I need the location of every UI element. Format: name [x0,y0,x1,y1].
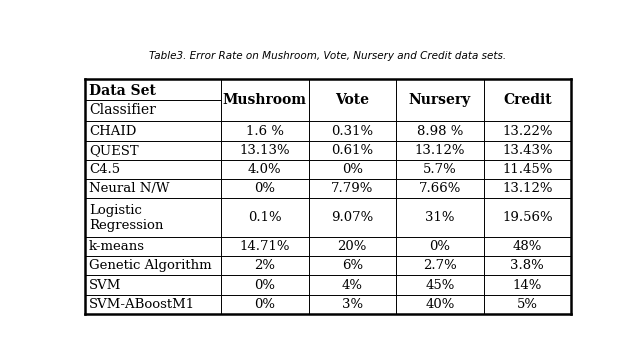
Text: 2%: 2% [254,259,275,272]
Text: 13.13%: 13.13% [239,144,290,157]
Text: Neural N/W: Neural N/W [89,182,170,195]
Text: 45%: 45% [425,279,454,292]
Text: 0%: 0% [342,163,363,176]
Bar [308,141,396,160]
Bar [484,141,571,160]
Text: Nursery: Nursery [409,93,471,107]
Bar [221,275,308,295]
Text: 0%: 0% [254,298,275,311]
Bar [396,275,484,295]
Bar [484,275,571,295]
Text: 0.61%: 0.61% [332,144,373,157]
Text: 31%: 31% [425,211,454,224]
Text: 4.0%: 4.0% [248,163,282,176]
Text: 2.7%: 2.7% [423,259,457,272]
Bar [396,179,484,199]
Bar [221,121,308,141]
Text: 0.31%: 0.31% [332,125,373,137]
Bar [308,121,396,141]
Bar [484,179,571,199]
Bar [396,295,484,314]
Text: 19.56%: 19.56% [502,211,552,224]
Bar [308,256,396,275]
Bar [85,160,221,179]
Text: 48%: 48% [513,240,542,253]
Bar [308,237,396,256]
Bar [85,295,221,314]
Text: 7.66%: 7.66% [419,182,461,195]
Text: C4.5: C4.5 [89,163,120,176]
Text: 20%: 20% [338,240,367,253]
Text: Credit: Credit [503,93,552,107]
Text: 13.43%: 13.43% [502,144,552,157]
Text: 0.1%: 0.1% [248,211,282,224]
Text: Classifier: Classifier [89,103,156,117]
Text: QUEST: QUEST [89,144,138,157]
Bar [85,179,221,199]
Bar [221,256,308,275]
Text: 5.7%: 5.7% [423,163,457,176]
Text: 13.12%: 13.12% [415,144,465,157]
Bar [484,121,571,141]
Bar [396,141,484,160]
Text: 1.6 %: 1.6 % [246,125,284,137]
Text: 9.07%: 9.07% [331,211,373,224]
Bar [484,256,571,275]
Text: Genetic Algorithm: Genetic Algorithm [89,259,212,272]
Text: Logistic
Regression: Logistic Regression [89,204,163,232]
Text: SVM: SVM [89,279,122,292]
Bar [85,237,221,256]
Bar [396,121,484,141]
Text: 40%: 40% [425,298,454,311]
Bar [221,141,308,160]
Bar [85,121,221,141]
Bar [85,141,221,160]
Bar [221,160,308,179]
Bar [484,160,571,179]
Text: 13.12%: 13.12% [502,182,552,195]
Text: 0%: 0% [254,279,275,292]
Text: SVM-ABoostM1: SVM-ABoostM1 [89,298,195,311]
Text: k-means: k-means [89,240,145,253]
Text: 8.98 %: 8.98 % [417,125,463,137]
Text: 14%: 14% [513,279,542,292]
Bar [308,160,396,179]
Bar [484,295,571,314]
Bar [85,256,221,275]
Bar [484,237,571,256]
Text: 3.8%: 3.8% [511,259,544,272]
Bar [396,160,484,179]
Text: 6%: 6% [342,259,363,272]
Text: 7.79%: 7.79% [331,182,374,195]
Text: 0%: 0% [254,182,275,195]
Text: 0%: 0% [429,240,451,253]
Bar [221,179,308,199]
Bar [308,275,396,295]
Text: 5%: 5% [516,298,538,311]
Text: 3%: 3% [342,298,363,311]
Text: 11.45%: 11.45% [502,163,552,176]
Text: 4%: 4% [342,279,363,292]
Text: Table3. Error Rate on Mushroom, Vote, Nursery and Credit data sets.: Table3. Error Rate on Mushroom, Vote, Nu… [149,51,507,61]
Text: 14.71%: 14.71% [239,240,290,253]
Bar [308,295,396,314]
Bar [396,237,484,256]
Bar [308,179,396,199]
Text: CHAID: CHAID [89,125,136,137]
Bar [396,256,484,275]
Text: Vote: Vote [335,93,369,107]
Bar [221,237,308,256]
Bar [221,295,308,314]
Text: Data Set: Data Set [89,84,156,98]
Bar [85,275,221,295]
Text: 13.22%: 13.22% [502,125,552,137]
Text: Mushroom: Mushroom [223,93,307,107]
